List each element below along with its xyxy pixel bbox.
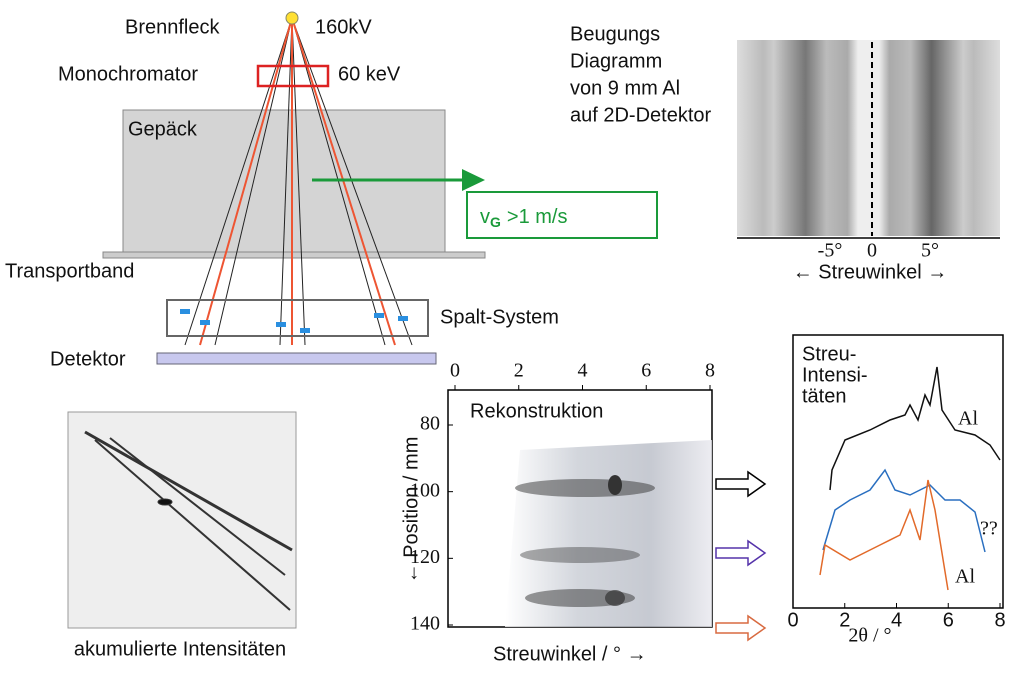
y-tick-label: 80	[420, 413, 440, 435]
x-tick-label: 0	[450, 360, 460, 382]
link-arrows	[716, 472, 765, 640]
diffraction-image	[737, 40, 1000, 236]
plot-title: täten	[802, 385, 846, 407]
x-tick-label: 8	[705, 360, 715, 382]
caption-line: Beugungs	[570, 23, 660, 45]
caption-line: auf 2D-Detektor	[570, 104, 712, 126]
axis-label: ← Streuwinkel →	[793, 261, 948, 283]
y-tick-label: 120	[410, 546, 440, 568]
belt-label: Transportband	[5, 260, 134, 282]
x-tick-label: 2	[839, 609, 850, 631]
x-axis-label: Streuwinkel / ° →	[493, 643, 647, 665]
tick-label: 5°	[921, 240, 939, 262]
slit-box	[167, 300, 428, 336]
x-tick-label: 4	[891, 609, 902, 631]
source-voltage: 160kV	[315, 16, 372, 38]
curve-label: Al	[958, 408, 978, 430]
caption-line: Diagramm	[570, 50, 662, 72]
detector-label: Detektor	[50, 348, 126, 370]
plot-title: Intensi-	[802, 364, 868, 386]
y-tick-label: 140	[410, 613, 440, 635]
belt	[103, 252, 485, 258]
detector	[157, 353, 436, 364]
curve-label: ??	[980, 518, 998, 540]
slits	[180, 309, 408, 333]
plot-title: Streu-	[802, 343, 856, 365]
diffraction-caption: Beugungs Diagramm von 9 mm Al auf 2D-Det…	[570, 23, 712, 126]
tick-label: 0	[867, 240, 877, 262]
x-axis-label: 2θ / °	[848, 625, 891, 647]
slits-label: Spalt-System	[440, 306, 559, 328]
x-tick-label: 6	[943, 609, 954, 631]
x-tick-label: 4	[578, 360, 588, 382]
x-tick-label: 6	[641, 360, 651, 382]
x-tick-label: 2	[514, 360, 524, 382]
caption-line: von 9 mm Al	[570, 77, 680, 99]
curve-label: Al	[955, 566, 975, 588]
monochromator-energy: 60 keV	[338, 63, 401, 85]
accumulated-image	[68, 412, 296, 628]
monochromator-label: Monochromator	[58, 63, 198, 85]
motion-arrowhead	[462, 169, 485, 191]
y-tick-label: 100	[410, 479, 440, 501]
caption: akumulierte Intensitäten	[74, 638, 286, 660]
luggage-label: Gepäck	[128, 118, 198, 140]
source-label: Brennfleck	[125, 16, 220, 38]
page: Gepäck Brennfleck 160kV Monochromator 60…	[0, 0, 1019, 673]
x-tick-label: 0	[787, 609, 798, 631]
tick-label: -5°	[818, 240, 843, 262]
plot-title: Rekonstruktion	[470, 400, 603, 422]
focal-spot	[286, 12, 298, 24]
x-tick-label: 8	[994, 609, 1005, 631]
